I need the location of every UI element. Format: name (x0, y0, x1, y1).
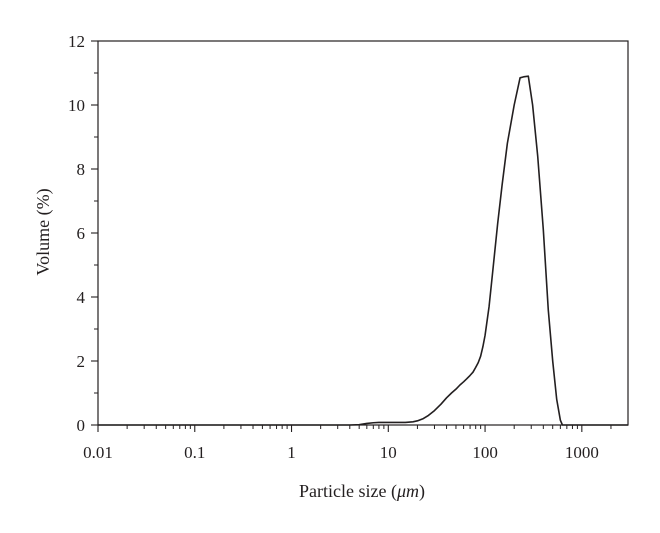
y-tick-label: 10 (68, 96, 85, 115)
axes (97, 40, 629, 426)
y-tick-label: 4 (77, 288, 86, 307)
y-tick-label: 0 (77, 416, 86, 435)
y-tick-label: 2 (77, 352, 86, 371)
plot-frame (97, 40, 629, 426)
x-tick-label: 0.1 (184, 443, 205, 462)
x-tick-label: 10 (380, 443, 397, 462)
y-tick-label: 8 (77, 160, 86, 179)
plot-area (98, 75, 628, 426)
y-axis-ticks: 0 2 4 6 8 10 12 (68, 32, 98, 435)
x-tick-label: 1 (287, 443, 296, 462)
y-tick-label: 6 (77, 224, 86, 243)
y-tick-label: 12 (68, 32, 85, 51)
x-tick-label: 0.01 (83, 443, 113, 462)
x-tick-label: 1000 (565, 443, 599, 462)
y-axis-label: Volume (%) (33, 188, 54, 275)
distribution-line (98, 75, 628, 426)
x-axis-label: Particle size (μm) (299, 481, 425, 502)
x-axis-ticks: 0.01 0.1 1 10 100 1000 (83, 425, 612, 462)
x-tick-label: 100 (472, 443, 498, 462)
